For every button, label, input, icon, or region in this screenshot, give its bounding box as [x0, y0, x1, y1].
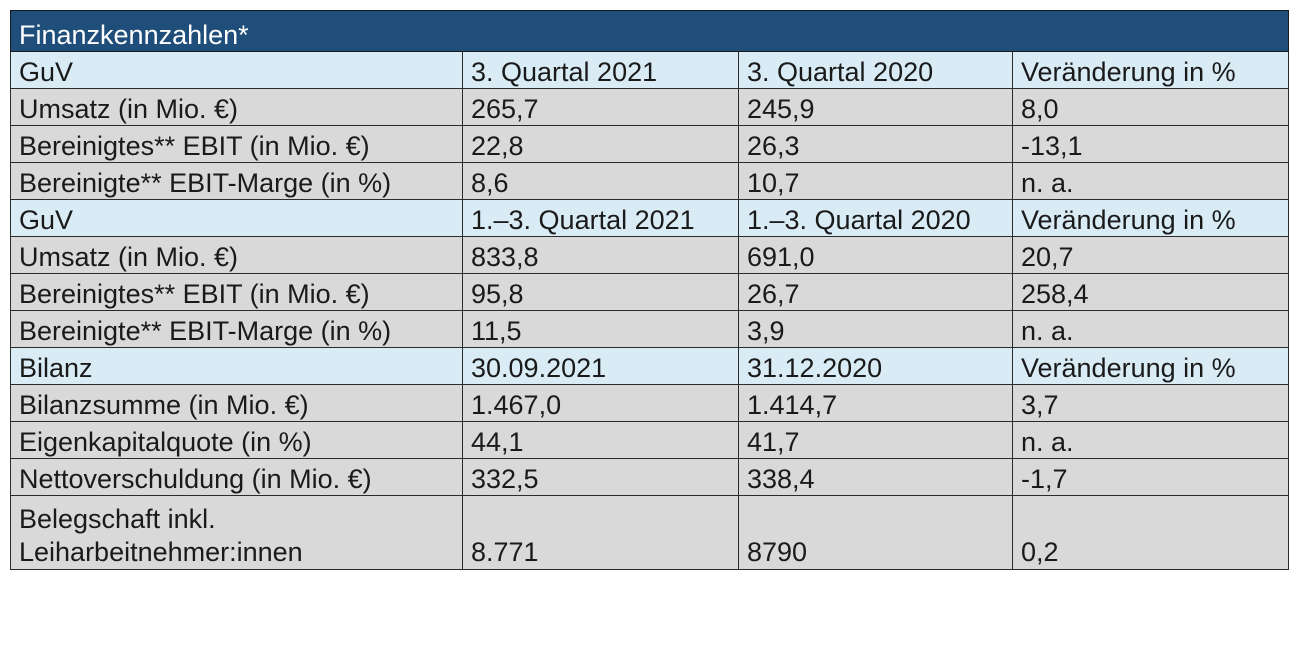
cell-value-current: 265,7 [462, 88, 739, 126]
financial-figures-table-wrapper: Finanzkennzahlen* GuV 3. Quartal 2021 3. Q… [9, 10, 1290, 570]
cell-value-previous: 10,7 [738, 162, 1013, 200]
section-header-change-percent: Veränderung in % [1011, 51, 1290, 89]
cell-label: Umsatz (in Mio. €) [10, 88, 463, 126]
section-header-label: GuV [10, 51, 463, 89]
cell-label: Nettoverschuldung (in Mio. €) [10, 458, 463, 496]
section-header-row: Bilanz 30.09.2021 31.12.2020 Veränderung in… [10, 347, 1290, 385]
cell-label: Bilanzsumme (in Mio. €) [10, 384, 463, 422]
section-header-value-current: 3. Quartal 2021 [462, 51, 739, 89]
cell-label: Bereinigtes** EBIT (in Mio. €) [10, 125, 463, 163]
cell-value-current: 11,5 [462, 310, 739, 348]
table-row: Nettoverschuldung (in Mio. €) 332,5 338,4-… [10, 458, 1290, 496]
table-title: Finanzkennzahlen* [9, 10, 1290, 52]
cell-value-previous: 1.414,7 [738, 384, 1013, 422]
cell-change-percent: n. a. [1011, 421, 1290, 459]
table-row: Umsatz (in Mio. €) 833,8 691,0 20,7 [10, 236, 1290, 274]
section-header-value-current: 30.09.2021 [462, 347, 739, 385]
section-header-value-previous: 31.12.2020 [738, 347, 1013, 385]
table-row: Bereinigte** EBIT-Marge (in %) 8,6 10,7 n. … [10, 162, 1290, 200]
section-header-row: GuV 3. Quartal 2021 3. Quartal 2020 Verände… [10, 51, 1290, 89]
cell-value-previous: 691,0 [738, 236, 1013, 274]
section-header-change-percent: Veränderung in % [1011, 347, 1290, 385]
section-header-value-previous: 1.–3. Quartal 2020 [738, 199, 1013, 237]
cell-value-current: 8.771 [462, 495, 739, 570]
section-header-row: GuV 1.–3. Quartal 2021 1.–3. Quartal 2020 V… [10, 199, 1290, 237]
cell-change-percent: 20,7 [1011, 236, 1290, 274]
table-row: Umsatz (in Mio. €) 265,7 245,9 8,0 [10, 88, 1290, 126]
table-row: Bereinigte** EBIT-Marge (in %) 11,5 3,9 n. … [10, 310, 1290, 348]
cell-change-percent: -1,7 [1011, 458, 1290, 496]
cell-value-previous: 26,3 [738, 125, 1013, 163]
cell-value-current: 44,1 [462, 421, 739, 459]
cell-value-previous: 3,9 [738, 310, 1013, 348]
cell-label: Bereinigte** EBIT-Marge (in %) [10, 162, 463, 200]
cell-value-current: 332,5 [462, 458, 739, 496]
table-title-row: Finanzkennzahlen* [9, 10, 1290, 52]
section-header-value-current: 1.–3. Quartal 2021 [462, 199, 739, 237]
cell-change-percent: n. a. [1011, 162, 1290, 200]
section-header-value-previous: 3. Quartal 2020 [738, 51, 1013, 89]
table-row: Bereinigtes** EBIT (in Mio. €) 22,8 26,3 -1… [10, 125, 1290, 163]
cell-value-current: 1.467,0 [462, 384, 739, 422]
table-row: Bereinigtes** EBIT (in Mio. €) 95,8 26,7 25… [10, 273, 1290, 311]
cell-value-current: 8,6 [462, 162, 739, 200]
cell-value-previous: 41,7 [738, 421, 1013, 459]
cell-change-percent: n. a. [1011, 310, 1290, 348]
cell-value-current: 22,8 [462, 125, 739, 163]
cell-value-previous: 338,4 [738, 458, 1013, 496]
cell-value-previous: 26,7 [738, 273, 1013, 311]
section-header-label: GuV [10, 199, 463, 237]
cell-value-current: 833,8 [462, 236, 739, 274]
table-row: Bilanzsumme (in Mio. €) 1.467,0 1.414,7 3,7 [10, 384, 1290, 422]
financial-figures-table: Finanzkennzahlen* GuV 3. Quartal 2021 3. Q… [9, 10, 1290, 570]
table-row: Belegschaft inkl. Leiharbeitnehmer:innen… [10, 495, 1290, 570]
section-header-label: Bilanz [10, 347, 463, 385]
cell-change-percent: 0,2 [1011, 495, 1290, 570]
table-row: Eigenkapitalquote (in %) 44,1 41,7 n. a. [10, 421, 1290, 459]
cell-label: Eigenkapitalquote (in %) [10, 421, 463, 459]
cell-label: Belegschaft inkl. Leiharbeitnehmer:innen [10, 495, 463, 570]
cell-change-percent: 3,7 [1011, 384, 1290, 422]
section-header-change-percent: Veränderung in % [1011, 199, 1290, 237]
cell-label: Bereinigtes** EBIT (in Mio. €) [10, 273, 463, 311]
cell-label: Bereinigte** EBIT-Marge (in %) [10, 310, 463, 348]
cell-value-current: 95,8 [462, 273, 739, 311]
cell-value-previous: 8790 [738, 495, 1013, 570]
cell-change-percent: -13,1 [1011, 125, 1290, 163]
cell-change-percent: 258,4 [1011, 273, 1290, 311]
cell-label: Umsatz (in Mio. €) [10, 236, 463, 274]
cell-change-percent: 8,0 [1011, 88, 1290, 126]
cell-value-previous: 245,9 [738, 88, 1013, 126]
